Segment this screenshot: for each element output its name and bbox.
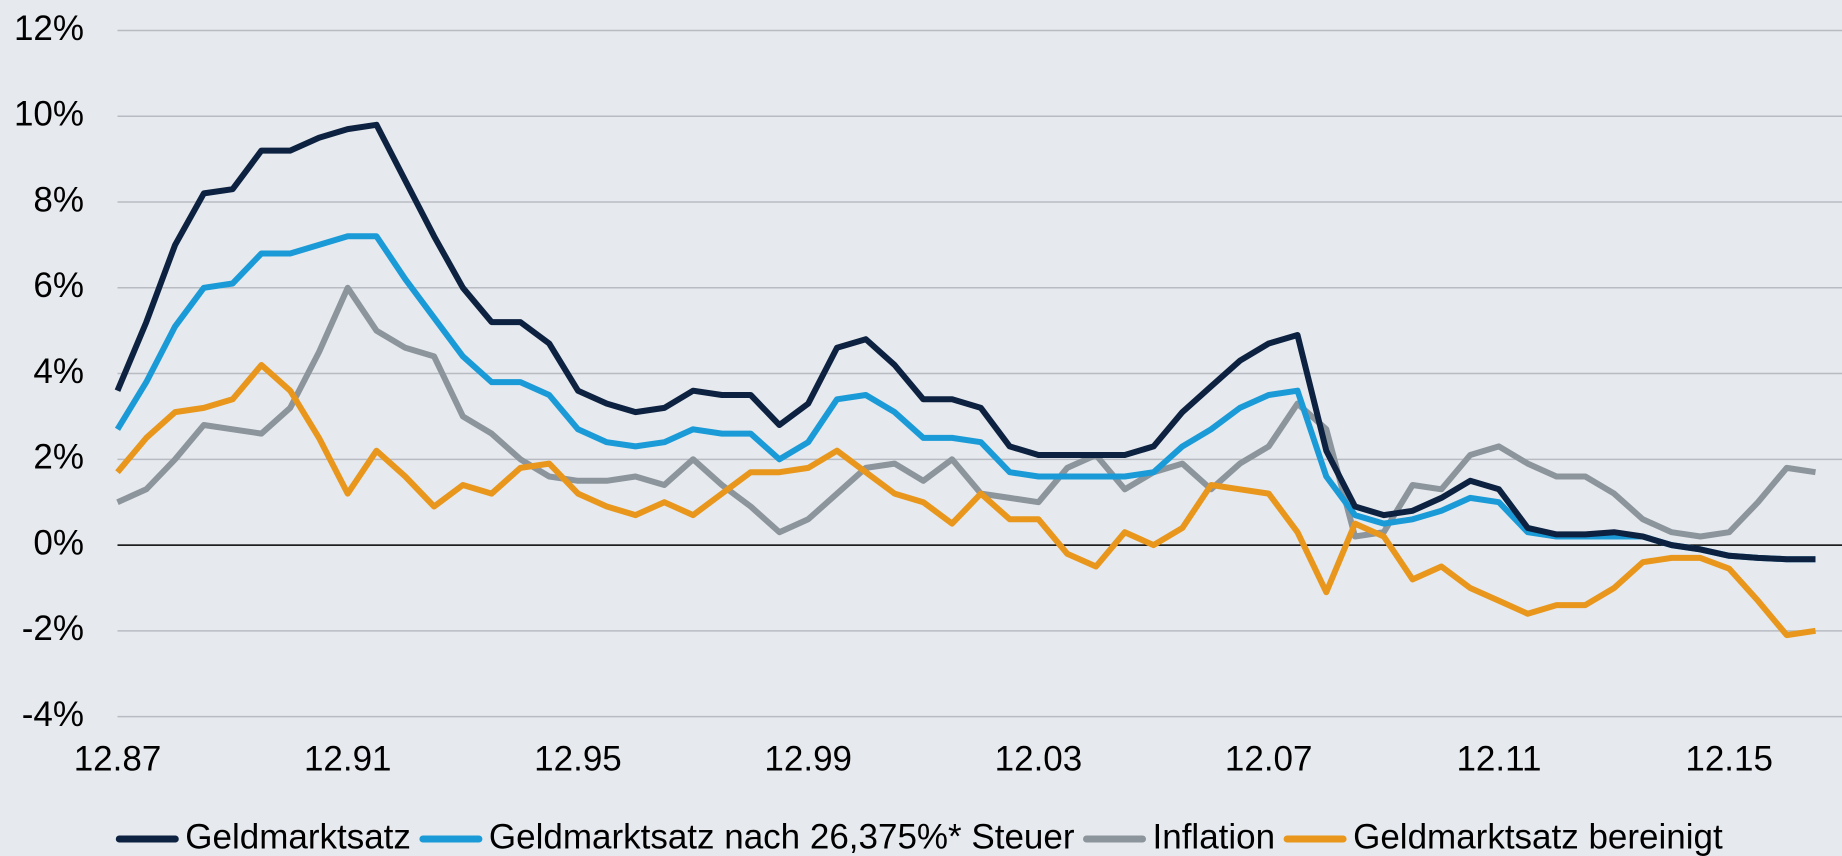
y-tick-label: -2% bbox=[22, 609, 84, 648]
x-tick-label: 12.03 bbox=[995, 739, 1083, 778]
y-tick-label: 2% bbox=[33, 438, 84, 477]
y-tick-label: 10% bbox=[14, 95, 84, 134]
line-series bbox=[114, 233, 1816, 563]
y-tick-label: 4% bbox=[33, 352, 84, 391]
x-tick-label: 12.87 bbox=[74, 739, 162, 778]
line-series bbox=[114, 121, 1816, 563]
y-tick-label: 0% bbox=[33, 523, 84, 562]
legend-label: Geldmarktsatz bereinigt bbox=[1353, 817, 1723, 856]
legend-label: Geldmarktsatz nach 26,375%* Steuer bbox=[489, 817, 1075, 856]
x-tick-label: 12.15 bbox=[1685, 739, 1773, 778]
line-series bbox=[116, 284, 1816, 540]
y-tick-label: -4% bbox=[22, 695, 84, 734]
x-tick-label: 12.99 bbox=[764, 739, 852, 778]
line-series bbox=[115, 362, 1816, 639]
x-tick-label: 12.95 bbox=[534, 739, 622, 778]
x-tick-label: 12.11 bbox=[1456, 739, 1541, 778]
legend: Geldmarktsatz Geldmarktsatz nach 26,375%*… bbox=[115, 817, 1723, 856]
legend-label: Geldmarktsatz bbox=[185, 817, 411, 856]
y-tick-label: 12% bbox=[14, 9, 84, 48]
y-tick-label: 6% bbox=[33, 266, 84, 305]
y-tick-label: 8% bbox=[33, 180, 84, 219]
x-tick-label: 12.07 bbox=[1225, 739, 1313, 778]
legend-label: Inflation bbox=[1153, 817, 1276, 856]
x-tick-label: 12.91 bbox=[304, 739, 392, 778]
